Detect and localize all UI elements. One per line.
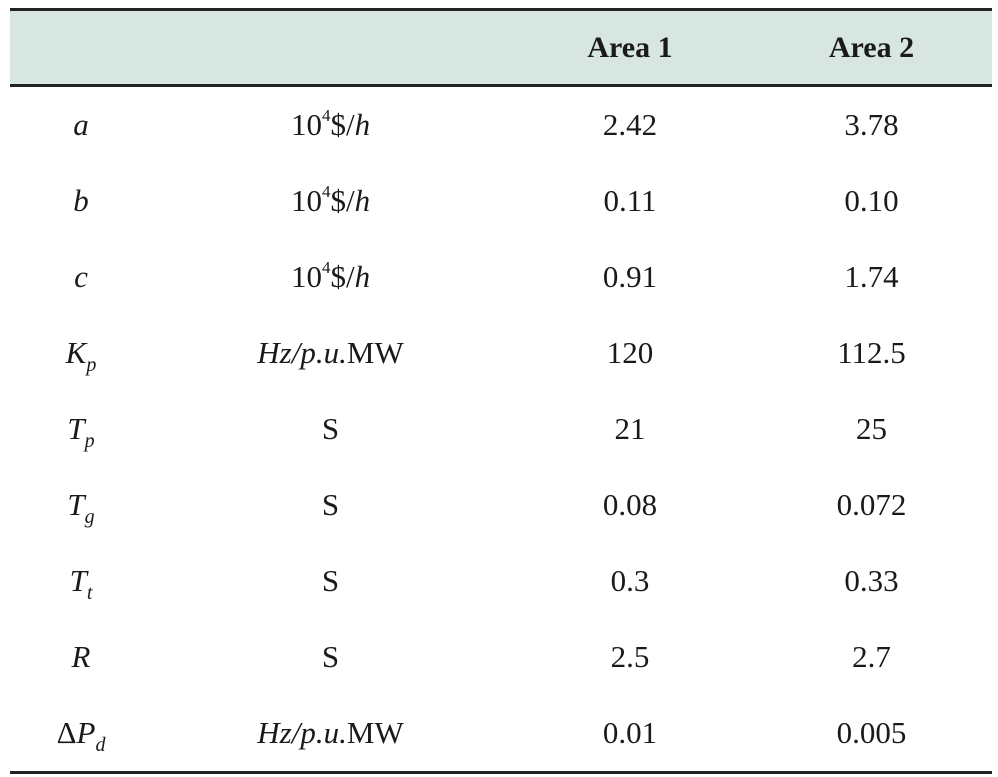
param-symbol: c xyxy=(10,239,152,315)
value-area-1: 120 xyxy=(606,335,654,370)
parameter-table: Area 1 Area 2 a 104$/h 2.42 3.78 b 104$/… xyxy=(10,8,992,774)
delta-prefix: Δ xyxy=(56,715,77,750)
value-area-1: 21 xyxy=(614,411,646,446)
param-unit: 104$/h xyxy=(152,239,509,315)
unit-base: 10 xyxy=(290,259,322,294)
symbol-subscript: g xyxy=(84,506,95,528)
value-area-2: 112.5 xyxy=(837,335,906,370)
unit-mid: $/ xyxy=(330,107,355,142)
param-unit: S xyxy=(321,639,340,674)
table-row: Tg S 0.08 0.072 xyxy=(10,467,992,543)
value-area-2: 3.78 xyxy=(844,107,899,142)
symbol-text: c xyxy=(74,259,88,294)
param-symbol: Tg xyxy=(10,467,152,543)
header-area-1: Area 1 xyxy=(509,8,751,87)
value-area-1: 0.01 xyxy=(509,695,751,774)
symbol-main: T xyxy=(67,411,85,446)
param-symbol: Tp xyxy=(10,391,152,467)
unit-mid: $/ xyxy=(330,183,355,218)
unit-italic: Hz/p.u. xyxy=(257,715,347,750)
value-area-1: 2.5 xyxy=(610,639,650,674)
value-area-1: 0.91 xyxy=(602,259,658,294)
unit-exponent: 4 xyxy=(321,258,331,277)
param-unit: Hz/p.u.MW xyxy=(152,695,509,774)
table-row: b 104$/h 0.11 0.10 xyxy=(10,163,992,239)
parameter-table-container: Area 1 Area 2 a 104$/h 2.42 3.78 b 104$/… xyxy=(10,8,992,774)
unit-plain: MW xyxy=(346,335,404,370)
value-area-2: 2.7 xyxy=(852,639,891,674)
unit-var: h xyxy=(354,183,371,218)
table-header-row: Area 1 Area 2 xyxy=(10,8,992,87)
value-area-1: 0.08 xyxy=(602,487,658,522)
param-unit: 104$/h xyxy=(152,86,509,164)
symbol-text: R xyxy=(71,639,91,674)
table-row: Kp Hz/p.u.MW 120 112.5 xyxy=(10,315,992,391)
header-area-2: Area 2 xyxy=(751,8,992,87)
value-area-1: 2.42 xyxy=(602,107,658,142)
param-symbol: ΔPd xyxy=(10,695,152,774)
value-area-1: 0.11 xyxy=(603,183,657,218)
value-area-2: 0.10 xyxy=(844,183,899,218)
unit-base: 10 xyxy=(290,183,322,218)
symbol-subscript: t xyxy=(86,582,93,604)
unit-base: 10 xyxy=(290,107,322,142)
param-symbol: a xyxy=(10,86,152,164)
param-symbol: R xyxy=(10,619,152,695)
table-row: Tt S 0.3 0.33 xyxy=(10,543,992,619)
symbol-subscript: p xyxy=(84,430,95,452)
symbol-subscript: d xyxy=(95,734,106,756)
unit-var: h xyxy=(354,107,371,142)
value-area-2: 0.33 xyxy=(844,563,899,598)
table-row: a 104$/h 2.42 3.78 xyxy=(10,86,992,164)
value-area-2: 1.74 xyxy=(844,259,899,294)
param-unit: S xyxy=(321,487,340,522)
param-symbol: Tt xyxy=(10,543,152,619)
unit-exponent: 4 xyxy=(321,106,331,125)
symbol-main: K xyxy=(65,335,87,370)
value-area-2: 25 xyxy=(856,411,887,446)
unit-italic: Hz/p.u. xyxy=(257,335,347,370)
param-unit: 104$/h xyxy=(152,163,509,239)
symbol-main: T xyxy=(69,563,87,598)
table-row: ΔPd Hz/p.u.MW 0.01 0.005 xyxy=(10,695,992,774)
table-row: R S 2.5 2.7 xyxy=(10,619,992,695)
header-symbol xyxy=(10,8,152,87)
header-unit xyxy=(152,8,509,87)
param-unit: S xyxy=(321,563,340,598)
symbol-subscript: p xyxy=(86,354,97,376)
table-row: c 104$/h 0.91 1.74 xyxy=(10,239,992,315)
value-area-1: 0.3 xyxy=(610,563,650,598)
symbol-main: T xyxy=(67,487,85,522)
param-symbol: b xyxy=(10,163,152,239)
unit-var: h xyxy=(354,259,371,294)
table-row: Tp S 21 25 xyxy=(10,391,992,467)
symbol-main: P xyxy=(76,715,96,750)
unit-mid: $/ xyxy=(330,259,355,294)
value-area-2: 0.072 xyxy=(836,487,907,522)
param-unit: S xyxy=(321,411,340,446)
param-symbol: Kp xyxy=(10,315,152,391)
symbol-text: b xyxy=(73,183,89,218)
symbol-text: a xyxy=(73,107,89,142)
unit-plain: MW xyxy=(346,715,404,750)
unit-exponent: 4 xyxy=(321,182,331,201)
param-unit: Hz/p.u.MW xyxy=(152,315,509,391)
value-area-2: 0.005 xyxy=(751,695,992,774)
